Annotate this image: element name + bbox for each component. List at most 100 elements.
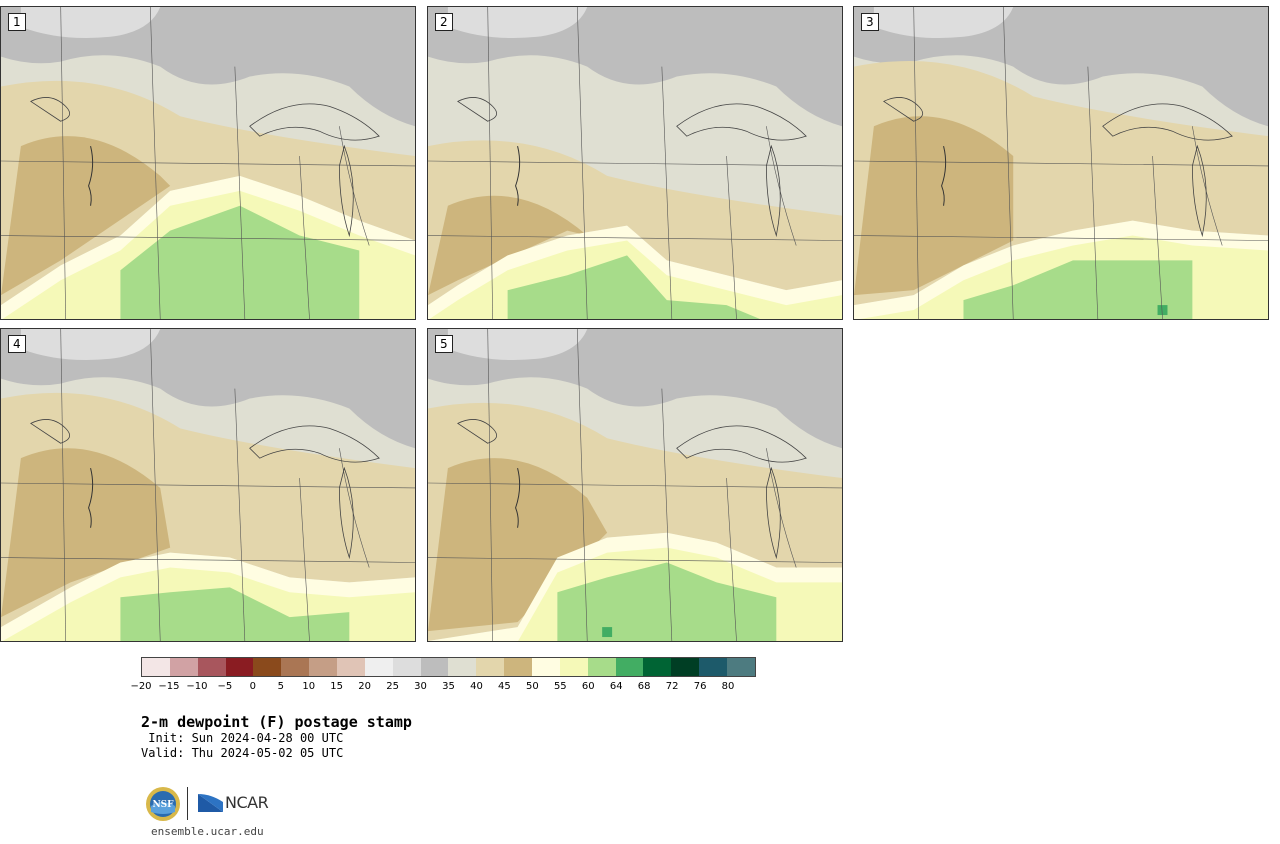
panel-label: 2 <box>435 13 453 31</box>
lake-outline <box>457 97 498 122</box>
state-border <box>149 329 161 641</box>
lake-superior-outline <box>676 425 807 463</box>
colorbar-tick-label: 50 <box>525 681 539 692</box>
lake-michigan-outline <box>338 144 354 238</box>
dark-tan-dewpoint-band <box>854 116 1014 296</box>
colorbar-tick-label: 76 <box>693 681 707 692</box>
ncar-logo-text: NCAR <box>225 793 269 812</box>
map-panel-4: 4 <box>0 328 416 642</box>
state-border <box>339 448 370 568</box>
colorbar-swatch <box>337 658 365 676</box>
state-border <box>60 7 66 319</box>
colorbar-swatch <box>420 658 449 676</box>
lake-michigan-outline <box>765 144 781 238</box>
nsf-logo-text: NSF <box>152 800 174 810</box>
state-border <box>576 329 588 641</box>
lake-superior-outline <box>1102 103 1233 141</box>
colorbar-tick-label: 45 <box>498 681 511 692</box>
state-border <box>726 156 737 319</box>
colorbar-tick-label: 35 <box>442 681 455 692</box>
lake-outline <box>30 97 71 122</box>
colorbar-swatch <box>448 658 477 676</box>
colorbar-tick-label: −20 <box>130 681 152 692</box>
colorbar-swatch <box>197 658 226 676</box>
lake-superior-outline <box>249 103 380 141</box>
tan-dewpoint-band <box>428 140 842 306</box>
state-border <box>428 482 842 489</box>
state-border <box>1 160 415 167</box>
lake-outline <box>30 419 71 444</box>
state-border <box>1002 7 1014 319</box>
lake-superior-outline <box>676 103 807 141</box>
colorbar-swatch <box>309 658 338 676</box>
lake-outline <box>457 419 498 444</box>
low-dewpoint-region <box>447 7 588 39</box>
colorbar-tick-label: 40 <box>470 681 483 692</box>
nsf-logo: NSF <box>146 787 180 821</box>
colorbar-swatch <box>559 658 588 676</box>
state-border <box>234 66 246 319</box>
state-border <box>1 482 415 489</box>
colorbar-swatch <box>169 658 198 676</box>
map-panel-3: 3 <box>853 6 1269 320</box>
colorbar-tick-label: 25 <box>386 681 399 692</box>
dark-tan-dewpoint-band <box>428 195 588 296</box>
colorbar-tick-label: 30 <box>414 681 427 692</box>
state-border <box>299 478 310 641</box>
river-outline <box>941 145 947 206</box>
dewpoint-map-4 <box>1 329 415 641</box>
lake-michigan-outline <box>765 466 781 560</box>
state-border <box>854 235 1268 241</box>
very-humid-region <box>507 255 787 319</box>
river-outline <box>515 145 521 206</box>
dewpoint-map-5 <box>428 329 842 641</box>
state-border <box>487 7 493 319</box>
colorbar-tick-label: 68 <box>637 681 651 692</box>
state-border <box>576 7 588 319</box>
state-border <box>1 235 415 241</box>
colorbar-tick-label: −5 <box>217 681 233 692</box>
dewpoint-map-3 <box>854 7 1268 319</box>
colorbar-tick-label: 0 <box>249 681 256 692</box>
very-humid-region <box>963 260 1193 319</box>
state-border <box>487 329 493 641</box>
colorbar-swatch <box>615 658 644 676</box>
tropical-dewpoint-spot <box>1157 305 1168 316</box>
dark-tan-dewpoint-band <box>428 458 608 632</box>
lake-michigan-outline <box>1191 144 1207 238</box>
colorbar-swatch <box>281 658 310 676</box>
state-border <box>661 388 673 641</box>
lake-michigan-outline <box>338 466 354 560</box>
tan-dewpoint-band <box>1 80 415 306</box>
state-border <box>1192 126 1223 246</box>
lake-superior-outline <box>249 425 380 463</box>
colorbar-tick-label: 15 <box>330 681 344 692</box>
colorbar-swatch <box>727 658 755 676</box>
state-border <box>854 160 1268 167</box>
state-border <box>428 557 842 563</box>
state-border <box>428 160 842 167</box>
low-dewpoint-region <box>20 7 161 39</box>
river-outline <box>88 145 94 206</box>
site-url[interactable]: ensemble.ucar.edu <box>151 825 264 838</box>
colorbar-swatch <box>142 658 170 676</box>
panel-label: 1 <box>8 13 26 31</box>
dark-tan-dewpoint-band <box>1 448 171 618</box>
state-border <box>913 7 919 319</box>
init-time: Init: Sun 2024-04-28 00 UTC <box>141 731 344 745</box>
colorbar-tick-label: −10 <box>186 681 208 692</box>
state-border <box>1152 156 1163 319</box>
colorbar-swatch <box>699 658 728 676</box>
dewpoint-map-2 <box>428 7 842 319</box>
colorbar-swatch <box>392 658 421 676</box>
state-border <box>299 156 310 319</box>
low-dewpoint-region <box>20 329 161 361</box>
state-border <box>766 126 797 246</box>
lake-outline <box>883 97 924 122</box>
panel-label: 5 <box>435 335 453 353</box>
colorbar-swatch <box>253 658 282 676</box>
colorbar-swatch <box>476 658 505 676</box>
ncar-logo <box>198 794 223 812</box>
colorbar-tick-label: 72 <box>665 681 679 692</box>
state-border <box>149 7 161 319</box>
